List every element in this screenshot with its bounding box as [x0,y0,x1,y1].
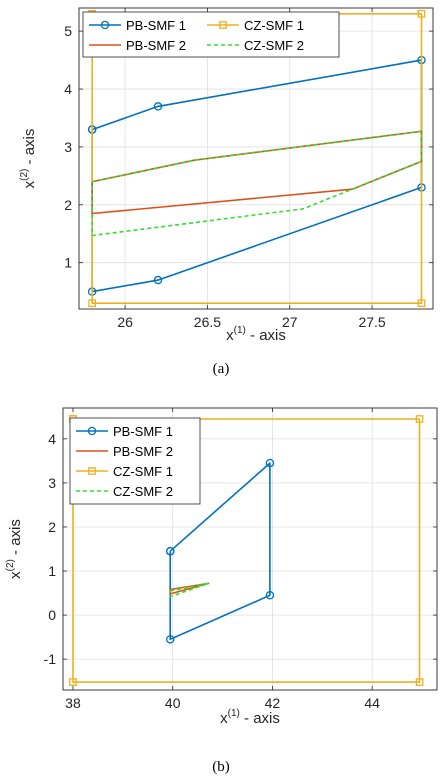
y-tick-label: -1 [44,651,57,667]
marker-circle-1 [153,102,163,111]
x-axis-label-base: x [226,327,234,344]
x-tick-label: 26 [117,314,133,330]
series-line [91,130,423,215]
legend-box [69,417,201,505]
marker-square-legend [88,467,96,475]
series-pb-smf-2 [91,130,423,215]
x-tick-label: 42 [265,695,281,711]
marker-circle-legend [87,426,97,436]
y-axis-label-sup: (2) [5,559,16,571]
legend-label: CZ-SMF 2 [113,484,173,499]
legend-label: PB-SMF 1 [113,424,173,439]
y-tick-label: 5 [64,23,72,39]
y-tick-label: 2 [64,197,72,213]
axes-box [62,407,438,691]
legend-label: CZ-SMF 1 [244,18,304,33]
series-line [169,462,271,641]
marker-square-1 [415,415,424,423]
y-axis-label-sup: (2) [19,169,30,181]
x-axis-label-sup: (1) [228,708,240,719]
marker-circle-4 [165,546,175,556]
marker-circle-4 [153,275,163,285]
series-cz-smf-2 [169,582,210,598]
legend-label: CZ-SMF 1 [113,464,173,479]
y-axis-label: x(2) - axis [5,519,24,579]
x-tick-label: 27.5 [358,314,385,330]
x-axis-label-rest: - axis [246,327,286,344]
plot-area [79,8,433,309]
x-axis-label: x(1) - axis [226,325,286,344]
chart-2: 38 40 42 44 -1 0 1 2 3 4 PB-SMF 1 PB-SMF 2 CZ-SMF 1 C… [5,407,438,775]
marker-square-legend [219,21,227,29]
y-tick-label: 3 [64,139,72,155]
x-axis-label-sup: (1) [234,325,246,336]
caption: (a) [213,361,230,377]
y-tick-label: 3 [48,475,56,491]
y-axis-label: x(2) - axis [19,129,38,189]
y-axis-label-base: x [7,571,24,579]
legend: PB-SMF 1 CZ-SMF 1 PB-SMF 2 CZ-SMF 2 [82,11,340,58]
x-tick-label: 38 [65,695,81,711]
x-axis-label-base: x [220,710,228,727]
legend-label: PB-SMF 2 [126,38,186,53]
legend-label: PB-SMF 2 [113,444,173,459]
y-axis-label-base: x [21,180,38,188]
marker-square-1 [417,9,426,18]
series-cz-smf-2 [91,130,423,237]
legend: PB-SMF 1 PB-SMF 2 CZ-SMF 1 CZ-SMF 2 [69,417,201,505]
y-tick-label: 1 [48,563,56,579]
legend-box [82,11,340,58]
y-tick-label: 2 [48,519,56,535]
marker-circle-legend [100,20,110,30]
series-line [169,582,210,598]
y-tick-label: 1 [64,255,72,271]
axes-box [78,7,434,310]
y-tick-label: 0 [48,607,56,623]
x-tick-label: 44 [364,695,380,711]
marker-square-2 [415,678,424,686]
legend-label: PB-SMF 1 [126,18,186,33]
x-axis-label-rest: - axis [240,710,280,727]
y-axis-label-rest: - axis [7,519,24,559]
x-tick-label: 40 [165,695,181,711]
marker-square-3 [88,299,97,308]
x-axis-label: x(1) - axis [220,708,280,727]
series-line [91,130,423,237]
marker-square-2 [417,299,426,308]
marker-square-3 [69,678,77,686]
y-axis-label-rest: - axis [21,129,38,169]
series-pb-smf-1 [165,458,275,644]
marker-circle-3 [165,635,175,644]
marker-circle-1 [265,458,275,468]
x-tick-label: 27 [282,314,298,330]
y-tick-label: 4 [64,81,72,97]
caption: (b) [212,759,230,775]
legend-label: CZ-SMF 2 [244,38,304,53]
series-line [72,418,421,683]
y-tick-label: 4 [48,431,56,447]
x-tick-label: 26.5 [194,314,221,330]
marker-circle-2 [265,591,275,600]
